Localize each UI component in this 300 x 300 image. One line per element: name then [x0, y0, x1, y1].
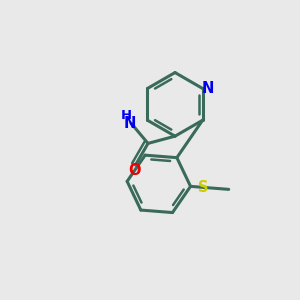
Text: N: N — [123, 116, 136, 130]
Text: N: N — [202, 81, 214, 96]
Text: H: H — [121, 109, 132, 122]
Text: O: O — [128, 163, 140, 178]
Text: S: S — [199, 180, 209, 195]
